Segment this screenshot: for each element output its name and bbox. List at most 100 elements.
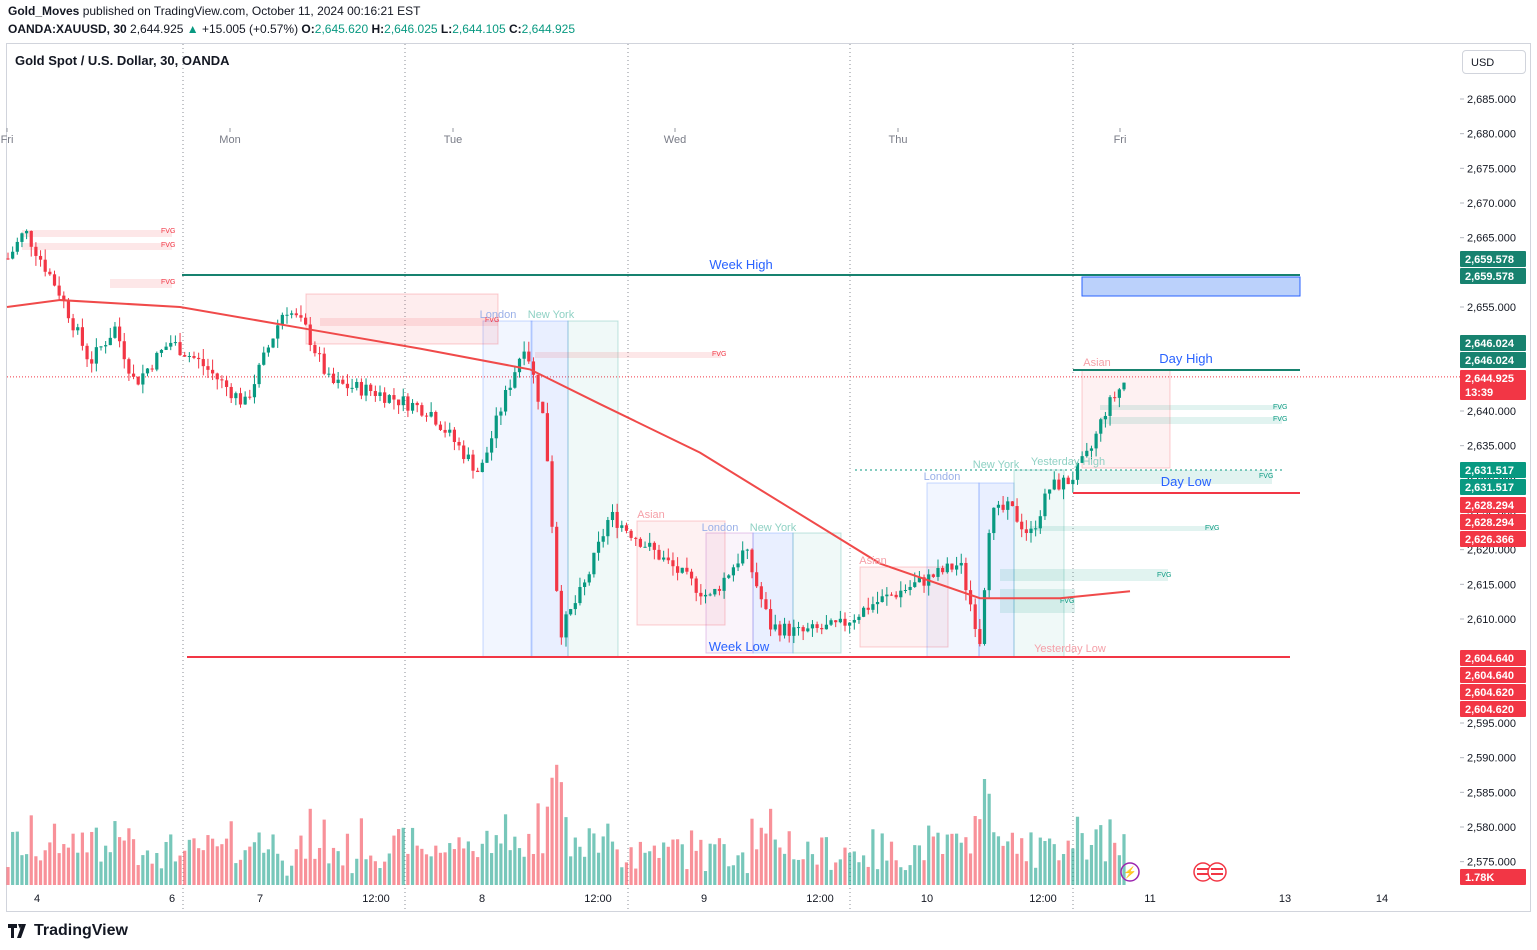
volume-bar xyxy=(401,827,405,885)
candle-body xyxy=(66,300,71,319)
volume-bar xyxy=(620,867,624,885)
x-tick-label: 10 xyxy=(921,893,933,905)
candle-body xyxy=(894,594,898,598)
candle-body xyxy=(662,557,666,560)
publisher-name[interactable]: Gold_Moves xyxy=(8,4,80,18)
lightning-icon xyxy=(1120,862,1140,882)
candle-body xyxy=(615,511,619,528)
price-tag xyxy=(1460,462,1526,478)
candle-body xyxy=(601,536,605,542)
candle-body xyxy=(229,386,233,399)
candle-body xyxy=(875,601,880,605)
volume-bar xyxy=(880,833,884,885)
y-tick-label: 2,655.000 xyxy=(1467,302,1516,314)
candle-body xyxy=(903,590,908,592)
candle-body xyxy=(490,438,494,453)
price-tag-label: 2,644.925 xyxy=(1465,373,1514,385)
candle-body xyxy=(257,364,261,385)
candle-body xyxy=(629,530,633,538)
volume-bar xyxy=(6,867,10,885)
volume-bar xyxy=(638,841,642,885)
volume-bar xyxy=(178,855,182,885)
candle-body xyxy=(722,577,726,591)
candle-body xyxy=(364,384,368,396)
volume-bar xyxy=(290,865,294,885)
volume-bar xyxy=(76,852,80,885)
candle-body xyxy=(717,588,722,591)
candle-body xyxy=(90,359,94,364)
candle-body xyxy=(25,230,29,234)
day-label: Wed xyxy=(664,134,686,146)
volume-bar xyxy=(331,847,336,885)
x-tick-label: 12:00 xyxy=(1029,893,1057,905)
volume-bar xyxy=(62,844,66,885)
volume-bar xyxy=(1043,840,1047,885)
candle-body xyxy=(1010,501,1014,507)
candle-body xyxy=(322,353,326,374)
candle-body xyxy=(1080,456,1084,463)
candle-body xyxy=(838,618,842,623)
high-label: H: xyxy=(371,22,385,36)
high-value: 2,646.025 xyxy=(384,22,438,36)
volume-bar xyxy=(522,856,526,885)
volume-bar xyxy=(573,837,577,885)
candle-body xyxy=(169,342,173,347)
candle-body xyxy=(857,616,861,620)
open-label: O: xyxy=(301,22,315,36)
fvg-zone xyxy=(110,279,172,288)
candle-body xyxy=(424,415,429,417)
volume-bar xyxy=(829,869,833,885)
low-value: 2,644.105 xyxy=(452,22,506,36)
price-tag-label: 2,626.366 xyxy=(1465,534,1514,546)
candle-body xyxy=(596,541,601,553)
volume-bar xyxy=(1066,840,1070,885)
candle-body xyxy=(1071,479,1075,485)
volume-bar xyxy=(369,855,373,885)
volume-bar xyxy=(583,856,587,885)
x-tick-label: 7 xyxy=(257,893,263,905)
session-label: Yesterday Low xyxy=(1034,643,1106,655)
candle-body xyxy=(778,624,782,636)
price-tag xyxy=(1460,268,1526,284)
volume-bar xyxy=(629,847,633,885)
tradingview-logo[interactable]: TradingView xyxy=(8,922,128,940)
candle-body xyxy=(76,327,80,331)
candle-body xyxy=(908,586,912,591)
volume-bar xyxy=(280,860,284,885)
volume-bar xyxy=(903,870,908,885)
published-text: published on TradingView.com, October 11… xyxy=(82,4,421,18)
candle-body xyxy=(634,537,638,539)
candle-body xyxy=(899,590,903,598)
volume-bar xyxy=(550,777,554,885)
candle-body xyxy=(1024,529,1028,534)
price-change: +15.005 (+0.57%) xyxy=(202,22,299,36)
candle-body xyxy=(215,373,219,380)
x-tick-label: 11 xyxy=(1144,893,1155,905)
candle-body xyxy=(508,387,512,391)
candle-body xyxy=(85,345,89,360)
fvg-label: FVG xyxy=(485,317,499,324)
candle-body xyxy=(1113,397,1117,399)
volume-bar xyxy=(1113,842,1117,885)
volume-bar xyxy=(345,833,350,885)
volume-bar xyxy=(513,836,517,885)
volume-bar xyxy=(299,835,303,885)
candle-body xyxy=(122,341,126,360)
candle-body xyxy=(252,384,257,398)
candle-body xyxy=(57,285,61,296)
volume-bar xyxy=(364,859,368,885)
candle-body xyxy=(485,452,489,463)
candle-body xyxy=(680,567,684,573)
candle-body xyxy=(387,395,391,403)
candle-body xyxy=(350,387,354,389)
volume-bar xyxy=(415,845,419,885)
candle-body xyxy=(164,346,168,350)
volume-bar xyxy=(1020,838,1024,885)
volume-bar xyxy=(564,817,568,885)
currency-selector[interactable]: USD xyxy=(1462,50,1526,74)
volume-bar xyxy=(266,849,270,885)
fvg-zone xyxy=(535,352,721,358)
volume-bar xyxy=(359,818,363,885)
y-tick-label: 2,615.000 xyxy=(1467,579,1516,591)
